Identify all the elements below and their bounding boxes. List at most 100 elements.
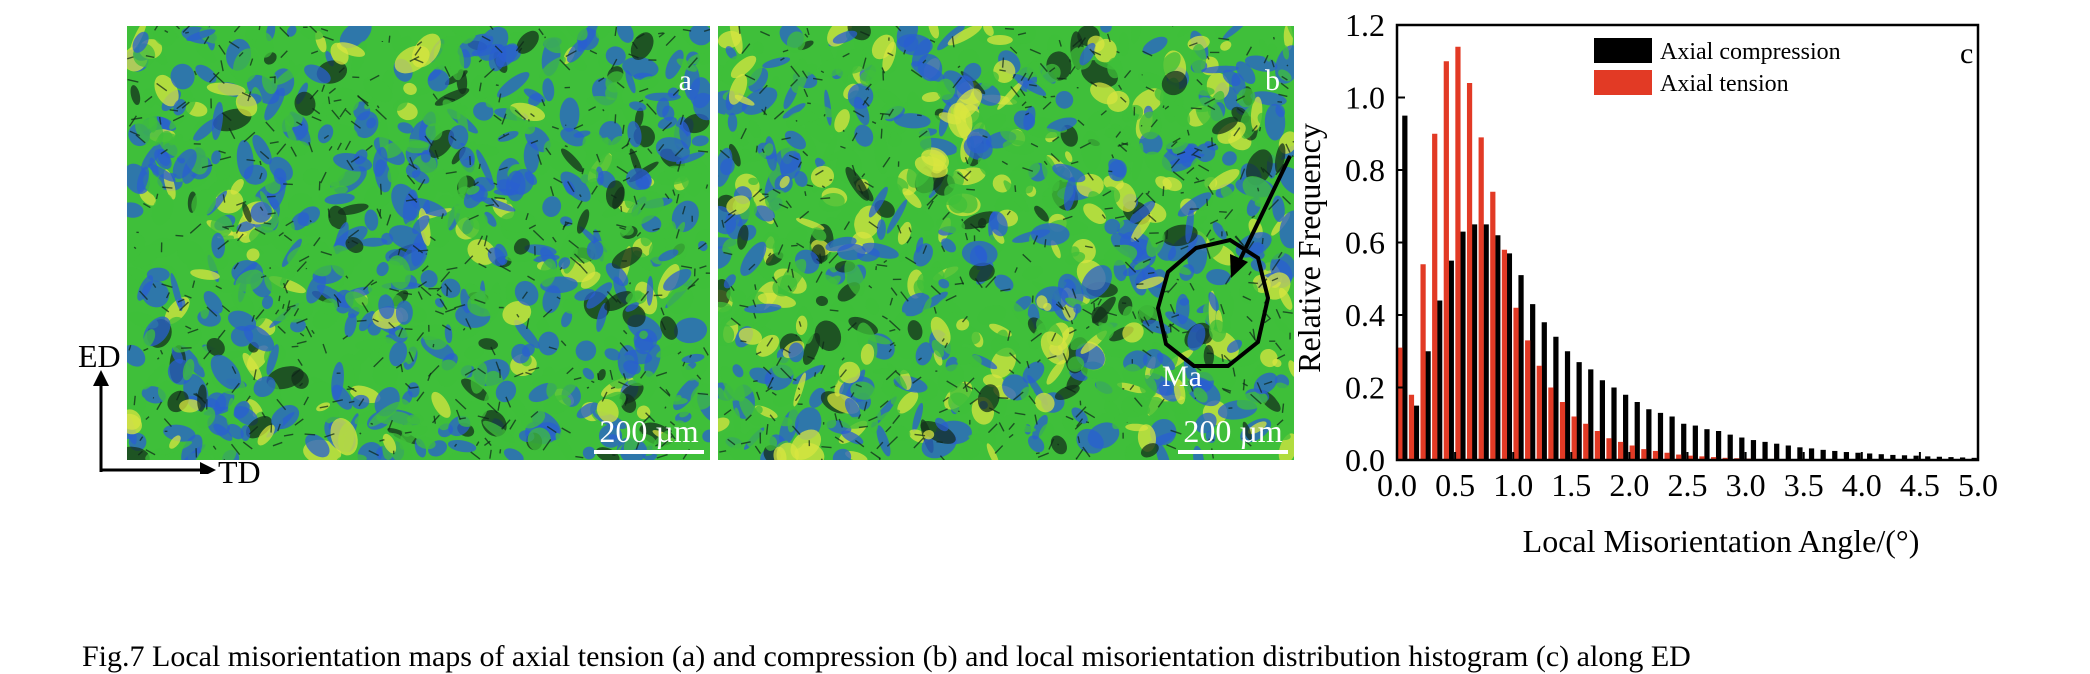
grain-boundary (532, 229, 545, 241)
grain (1095, 366, 1123, 402)
ma-arrow-head (1230, 254, 1248, 278)
grain (440, 278, 461, 298)
grain-boundary (1051, 332, 1057, 342)
grain (1160, 52, 1181, 75)
grain-boundary (1264, 317, 1272, 324)
grain-boundary (1207, 104, 1216, 111)
grain-boundary (892, 414, 901, 425)
grain-boundary (283, 307, 291, 316)
grain-boundary (1209, 237, 1215, 241)
grain (575, 340, 597, 361)
grain (330, 418, 358, 456)
grain-boundary (145, 54, 155, 59)
grain (819, 405, 832, 421)
grain (276, 53, 290, 68)
grain-boundary (537, 154, 542, 165)
grain-boundary (1275, 342, 1282, 351)
misorientation-histogram: 0.0 0.5 1.0 1.5 2.0 2.5 3.0 3.5 4.0 4.5 5.00.00.20… (1296, 7, 1998, 559)
grain (1222, 151, 1237, 166)
bar (1629, 445, 1635, 460)
grain-boundary (195, 392, 207, 404)
grain (886, 199, 908, 234)
grain (941, 238, 957, 253)
grain-boundary (248, 425, 259, 435)
grain (337, 203, 369, 215)
grain-boundary (666, 428, 676, 440)
grain-boundary (1102, 190, 1112, 197)
grain-boundary (1004, 27, 1014, 30)
grain (235, 92, 258, 117)
grain (1250, 361, 1267, 388)
grain (655, 137, 690, 162)
grain-boundary (1222, 388, 1231, 394)
bar (1681, 423, 1687, 460)
grain-boundary (1134, 192, 1144, 203)
grain-boundary (1077, 37, 1086, 49)
grain (815, 295, 828, 307)
grain (227, 397, 235, 420)
grain-boundary (1271, 277, 1279, 282)
grain (172, 148, 197, 179)
grain-boundary (792, 378, 797, 381)
bar (1704, 429, 1710, 460)
grain (523, 140, 540, 174)
grain-boundary (889, 341, 895, 346)
grain-boundary (682, 361, 686, 367)
map-boundaries (718, 26, 1294, 460)
grain (977, 384, 1000, 413)
grain-boundary (727, 438, 736, 446)
grain-boundary (1176, 151, 1186, 156)
grain-boundary (305, 325, 313, 338)
grain-boundary (350, 156, 360, 163)
grain (1022, 265, 1044, 280)
grain (1034, 392, 1055, 413)
grain (211, 434, 237, 460)
grain-boundary (866, 87, 870, 91)
grain (253, 376, 276, 398)
grain-boundary (879, 112, 890, 116)
grain (1123, 125, 1134, 139)
grain-boundary (1167, 282, 1178, 294)
grain (336, 454, 367, 460)
grain-boundary (290, 146, 297, 157)
grain (1004, 26, 1036, 44)
grain-boundary (215, 285, 222, 290)
grain (1027, 435, 1045, 453)
grain (1264, 103, 1286, 141)
y-tick-label: 0.8 (1345, 152, 1385, 188)
grain (766, 426, 780, 435)
grain (317, 124, 334, 144)
grain-boundary (998, 422, 1005, 432)
grain (1237, 88, 1256, 108)
grain-boundary (223, 458, 226, 460)
grain-boundary (682, 28, 692, 32)
grain (681, 442, 694, 452)
grain (753, 41, 764, 55)
grain-boundary (1268, 199, 1279, 211)
grain-boundary (804, 33, 809, 38)
grain-boundary (1133, 237, 1140, 243)
grain (181, 178, 207, 190)
grain-boundary (228, 40, 240, 49)
grain-boundary (910, 69, 923, 78)
grain-boundary (265, 121, 275, 132)
grain-boundary (1141, 324, 1154, 334)
grain (722, 237, 739, 255)
grain-boundary (658, 32, 665, 38)
grain-boundary (323, 134, 330, 139)
grain-boundary (739, 304, 749, 308)
grain (1263, 272, 1291, 300)
grain (1113, 182, 1137, 212)
grain-boundary (1000, 288, 1011, 292)
grain-boundary (477, 235, 484, 246)
grain-boundary (454, 398, 467, 410)
grain (969, 262, 995, 282)
grain (850, 381, 876, 400)
grain-boundary (434, 149, 439, 160)
grain (432, 169, 455, 193)
grain-boundary (1271, 258, 1281, 271)
grain (915, 237, 924, 253)
grain-boundary (474, 298, 486, 304)
grain (505, 106, 523, 131)
grain-boundary (158, 116, 162, 125)
